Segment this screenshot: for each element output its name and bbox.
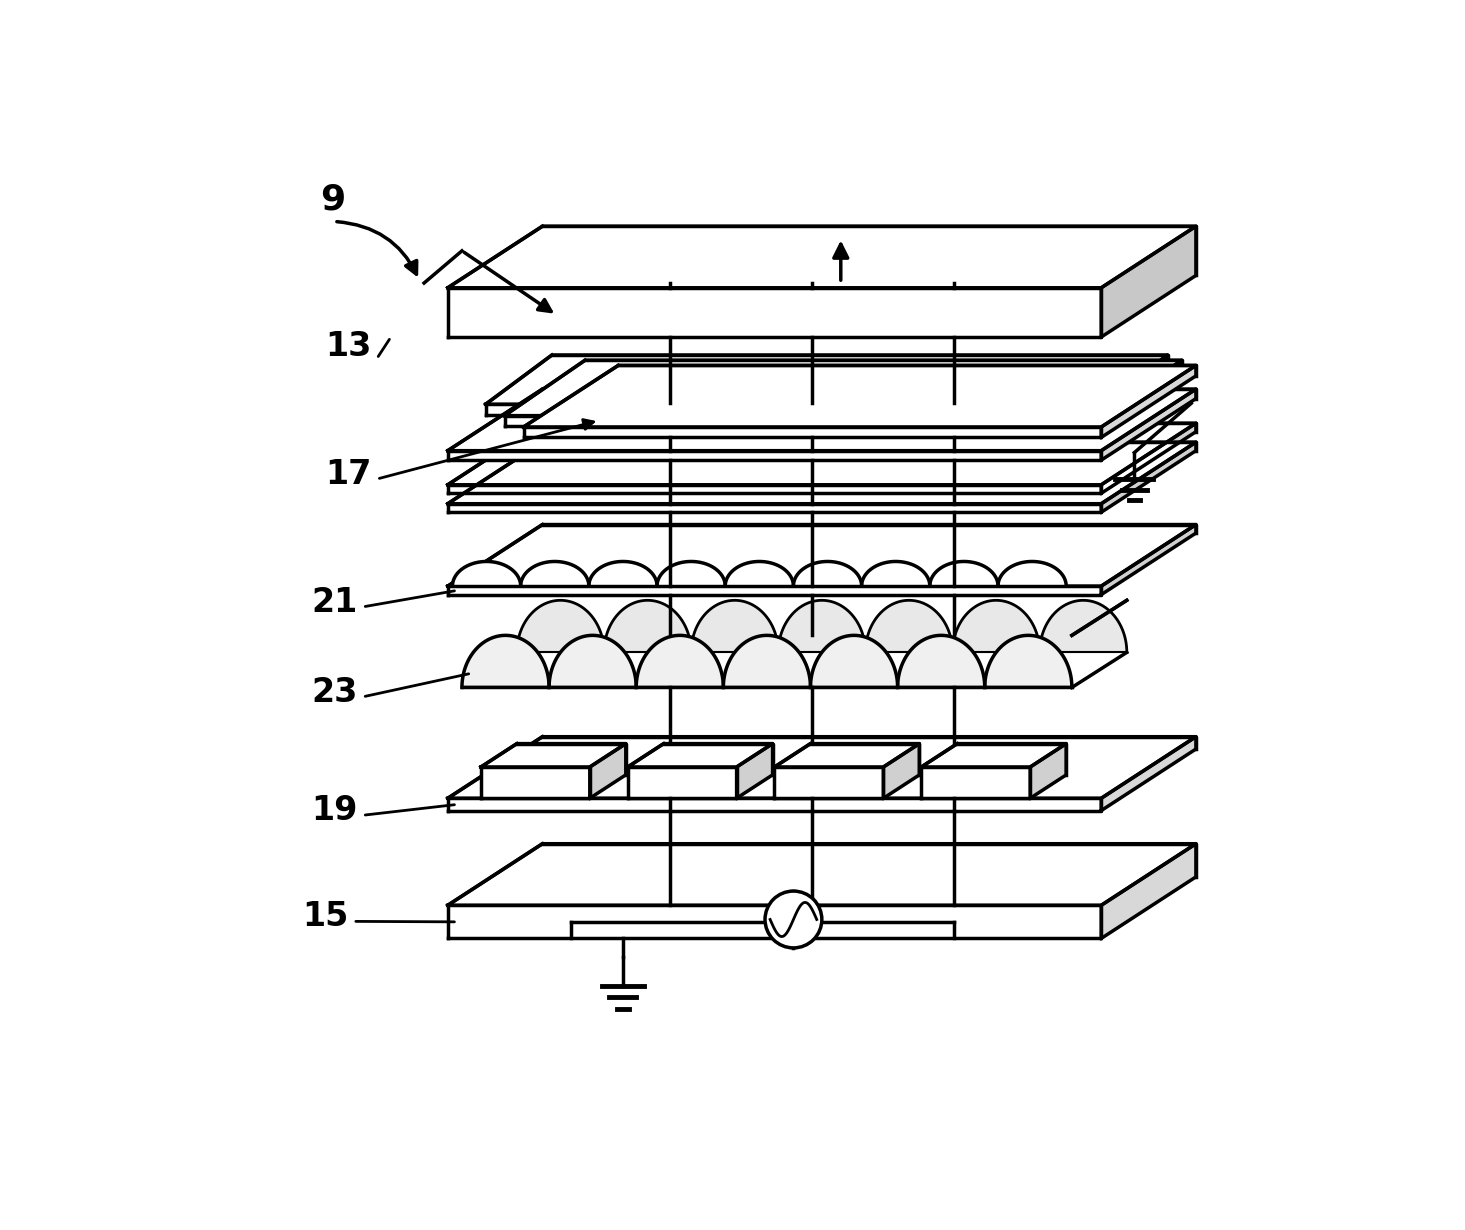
Polygon shape [448,844,1195,905]
Polygon shape [589,561,656,587]
Polygon shape [636,636,724,688]
Polygon shape [520,561,589,587]
Polygon shape [627,768,737,798]
Polygon shape [921,768,1030,798]
Text: 9: 9 [319,182,346,216]
Polygon shape [1102,360,1182,426]
Polygon shape [898,636,984,688]
Polygon shape [1102,226,1195,337]
Polygon shape [448,737,1195,798]
Text: 23: 23 [312,675,357,708]
Text: 15: 15 [302,900,349,934]
Polygon shape [656,561,725,587]
Polygon shape [453,561,520,587]
Polygon shape [448,423,1195,485]
Polygon shape [517,600,604,652]
Polygon shape [523,365,1195,427]
Polygon shape [448,288,1102,337]
Polygon shape [448,485,1102,493]
Text: 19: 19 [312,795,357,827]
Polygon shape [604,600,691,652]
Polygon shape [794,561,861,587]
Polygon shape [448,524,1195,587]
Polygon shape [737,744,772,798]
Circle shape [765,891,822,948]
Polygon shape [691,600,778,652]
Polygon shape [448,587,1102,594]
Polygon shape [866,600,952,652]
Polygon shape [549,636,636,688]
Polygon shape [775,768,883,798]
Polygon shape [724,636,810,688]
Polygon shape [810,636,898,688]
Text: 21: 21 [312,585,357,619]
Polygon shape [1102,737,1195,811]
Polygon shape [725,561,794,587]
Polygon shape [1102,524,1195,594]
Polygon shape [775,744,920,768]
Polygon shape [883,744,920,798]
Polygon shape [448,504,1102,512]
Polygon shape [481,768,590,798]
Polygon shape [1102,365,1195,438]
Polygon shape [481,744,626,768]
Polygon shape [1102,355,1168,415]
Polygon shape [590,744,626,798]
Polygon shape [861,561,930,587]
Text: 17: 17 [325,458,372,491]
Polygon shape [998,561,1067,587]
Polygon shape [523,427,1102,438]
Polygon shape [448,389,1195,450]
Polygon shape [1030,744,1067,798]
Polygon shape [448,798,1102,811]
Polygon shape [984,636,1072,688]
Polygon shape [461,636,549,688]
Polygon shape [1102,389,1195,460]
Polygon shape [504,416,1102,426]
Polygon shape [1102,423,1195,493]
Polygon shape [1102,442,1195,512]
Text: 13: 13 [325,330,372,363]
Polygon shape [1040,600,1127,652]
Polygon shape [485,405,1102,415]
Polygon shape [485,355,1168,405]
Polygon shape [448,226,1195,288]
Polygon shape [778,600,866,652]
Polygon shape [921,744,1067,768]
Polygon shape [448,450,1102,460]
FancyArrowPatch shape [337,221,416,274]
Polygon shape [448,442,1195,504]
Polygon shape [952,600,1040,652]
Polygon shape [448,905,1102,938]
Polygon shape [504,360,1182,416]
Polygon shape [930,561,998,587]
Polygon shape [1102,844,1195,938]
Polygon shape [627,744,772,768]
